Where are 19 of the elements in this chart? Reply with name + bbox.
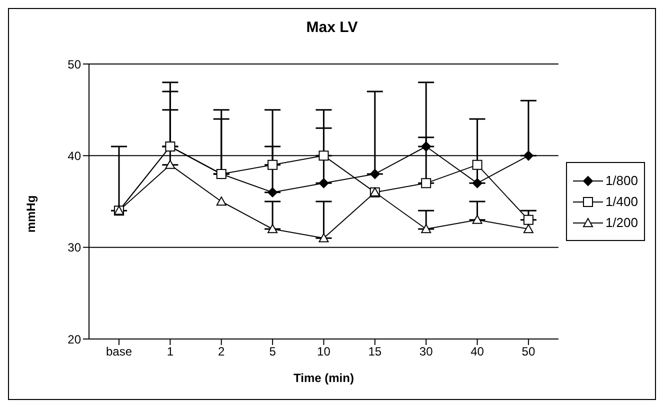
- y-tick-label: 30: [68, 240, 82, 255]
- y-tick-label: 20: [68, 332, 82, 346]
- x-tick-label: 40: [470, 344, 484, 359]
- x-tick-label: 5: [269, 344, 276, 359]
- y-tick-label: 50: [68, 57, 82, 72]
- legend-label: 1/200: [605, 215, 638, 230]
- x-tick-label: 15: [368, 344, 382, 359]
- x-tick-label: 50: [522, 344, 536, 359]
- x-axis-title: Time (min): [294, 371, 354, 385]
- legend-label: 1/400: [605, 194, 638, 209]
- x-tick-label: 10: [317, 344, 331, 359]
- chart-title: Max LV: [305, 19, 359, 36]
- legend-label: 1/800: [605, 173, 638, 188]
- x-tick-label: 2: [218, 344, 226, 359]
- x-tick-label: base: [106, 344, 132, 359]
- x-tick-label: 1: [166, 344, 174, 359]
- y-axis-title: mmHg: [24, 195, 38, 233]
- y-tick-label: 40: [68, 148, 82, 163]
- x-tick-label: 30: [419, 344, 434, 359]
